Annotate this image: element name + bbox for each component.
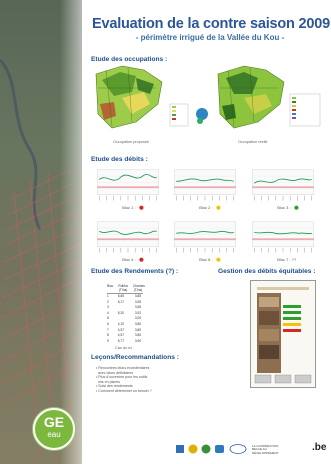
section-rendements: Etude des Rendements (?) : bbox=[91, 268, 179, 275]
table-header: Bloc Rdt/ha (T/ha) Chaînes (T/ha) bbox=[107, 284, 145, 294]
table-row: 7 4,57 3,80 bbox=[107, 328, 143, 334]
chart-series-line bbox=[176, 230, 234, 234]
list-item: • Rencontres blocs excédentaires bbox=[96, 366, 150, 370]
table-row: 3 3,55 bbox=[107, 305, 143, 311]
caption-occupation-real: Occupation réelle bbox=[238, 140, 268, 144]
logo-line1: GE bbox=[43, 414, 65, 430]
table-cell: 5,20 bbox=[117, 310, 124, 315]
flow-chart-bloc-6: Bloc 7 : ?? bbox=[252, 221, 314, 262]
table-cell: 5,65 bbox=[117, 294, 124, 298]
table-row: 6 4,10 3,80 bbox=[107, 322, 143, 328]
list-item: • Plus d'ouverture pour les outils bbox=[96, 375, 148, 380]
flow-chart-bloc-3: Bloc 3 : bbox=[252, 169, 314, 210]
table-header-cell: Chaînes (T/ha) bbox=[132, 284, 145, 293]
chart-series-line bbox=[99, 230, 157, 235]
table-cell: 5,77 bbox=[117, 338, 124, 343]
chart-series-line bbox=[98, 174, 157, 181]
status-dot-red bbox=[139, 205, 144, 210]
chart-series-line bbox=[253, 178, 312, 184]
chart-bloc-label: Bloc 4 : bbox=[122, 257, 135, 262]
table-cell: 4,10 bbox=[117, 321, 124, 326]
table-cell: 3,90 bbox=[134, 338, 142, 343]
table-cell: 4,57 bbox=[117, 333, 124, 338]
chart-bloc-label: Bloc 3 : bbox=[277, 205, 290, 210]
chart-series-line bbox=[254, 231, 312, 235]
chart-bloc-label: Bloc 7 : ?? bbox=[277, 257, 297, 262]
table-cell: 5 bbox=[107, 316, 109, 321]
table-cell: 9 bbox=[107, 338, 109, 343]
diagram-image bbox=[254, 287, 312, 384]
table-cell: 2 bbox=[107, 299, 109, 304]
occupation-map-real bbox=[217, 65, 321, 129]
table-row: 9 5,77 3,90 bbox=[107, 339, 143, 345]
page-title: Evaluation de la contre saison 2009 bbox=[92, 16, 330, 32]
flow-chart-bloc-4: Bloc 4 : bbox=[97, 221, 159, 262]
partner-logos-strip bbox=[176, 444, 247, 454]
table-row: 2 5,17 3,95 bbox=[107, 300, 143, 306]
section-lecons: Leçons/Recommandations : bbox=[91, 354, 179, 361]
flow-chart-bloc-2: Bloc 2 : bbox=[174, 169, 236, 210]
status-dot-yellow bbox=[216, 205, 221, 210]
flow-chart-bloc-1: Bloc 1 : bbox=[97, 169, 159, 210]
satellite-fade bbox=[60, 0, 100, 464]
table-cell: 7 bbox=[107, 327, 109, 332]
table-cell: 6 bbox=[107, 321, 109, 326]
flow-chart-bloc-5: Bloc 6 : bbox=[174, 221, 236, 262]
table-row: 5 3,00 bbox=[107, 316, 143, 322]
section-gestion: Gestion des débits équitables : bbox=[218, 268, 316, 275]
logo-line2: eau bbox=[47, 430, 61, 439]
table-cell: 3 bbox=[107, 305, 109, 310]
table-cell: 3,80 bbox=[134, 321, 142, 326]
rendements-table: Bloc Rdt/ha (T/ha) Chaînes (T/ha) 1 5,65 3… bbox=[107, 284, 145, 345]
list-item: • Comment déterminer un besoin ? bbox=[96, 388, 152, 393]
table-header-cell: Rdt/ha (T/ha) bbox=[118, 284, 128, 293]
list-item: avec blocs déficitaires bbox=[98, 370, 134, 375]
lecons-list: • Rencontres blocs excédentaires avec bl… bbox=[96, 366, 206, 394]
table-cell: 3,95 bbox=[134, 299, 142, 304]
caption-occupation-proposed: Occupation proposée bbox=[113, 140, 150, 144]
table-cell: 3,80 bbox=[134, 333, 142, 338]
partner-text: LA COOPÉRATION BELGE AU DÉVELOPPEMENT bbox=[252, 444, 279, 455]
table-caption: Cas du riz bbox=[115, 346, 133, 350]
table-cell: 3,80 bbox=[134, 327, 142, 332]
chart-bloc-label: Bloc 2 : bbox=[199, 205, 212, 210]
table-cell: 5,17 bbox=[117, 299, 124, 304]
section-occupations: Etude des occupations : bbox=[91, 56, 168, 63]
chart-bloc-label: Bloc 1 : bbox=[122, 205, 135, 210]
partner-domain: .be bbox=[312, 442, 327, 453]
list-item: mis en places bbox=[98, 379, 120, 384]
table-row: 4 5,20 3,92 bbox=[107, 311, 143, 317]
table-cell: 3,55 bbox=[134, 305, 142, 310]
status-dot-yellow bbox=[216, 257, 221, 262]
table-cell: 3,00 bbox=[134, 316, 142, 321]
table-header-cell: Bloc bbox=[107, 284, 114, 288]
status-dot-green bbox=[294, 205, 299, 210]
page-subtitle: - périmètre irrigué de la Vallée du Kou … bbox=[135, 33, 285, 42]
table-row: 1 5,65 3,85 bbox=[107, 294, 143, 300]
table-row: 8 4,57 3,80 bbox=[107, 333, 143, 339]
occupation-map-proposed bbox=[95, 65, 208, 129]
flow-management-diagram bbox=[250, 280, 316, 388]
chart-bloc-label: Bloc 6 : bbox=[199, 257, 212, 262]
table-cell: 4,57 bbox=[117, 327, 124, 332]
section-debits: Etude des débits : bbox=[91, 156, 148, 163]
partner-logos: LA COOPÉRATION BELGE AU DÉVELOPPEMENT .b… bbox=[168, 442, 330, 456]
ge-eau-logo: GE eau bbox=[33, 408, 75, 450]
table-cell: 3,85 bbox=[134, 294, 142, 298]
list-item: • Suivi des rendements bbox=[96, 384, 133, 389]
table-cell: 1 bbox=[107, 294, 109, 298]
status-dot-red bbox=[139, 257, 144, 262]
table-cell: 3,92 bbox=[134, 310, 142, 315]
chart-series-line bbox=[176, 178, 234, 182]
table-cell: 8 bbox=[107, 333, 109, 338]
table-cell: 4 bbox=[107, 310, 109, 315]
